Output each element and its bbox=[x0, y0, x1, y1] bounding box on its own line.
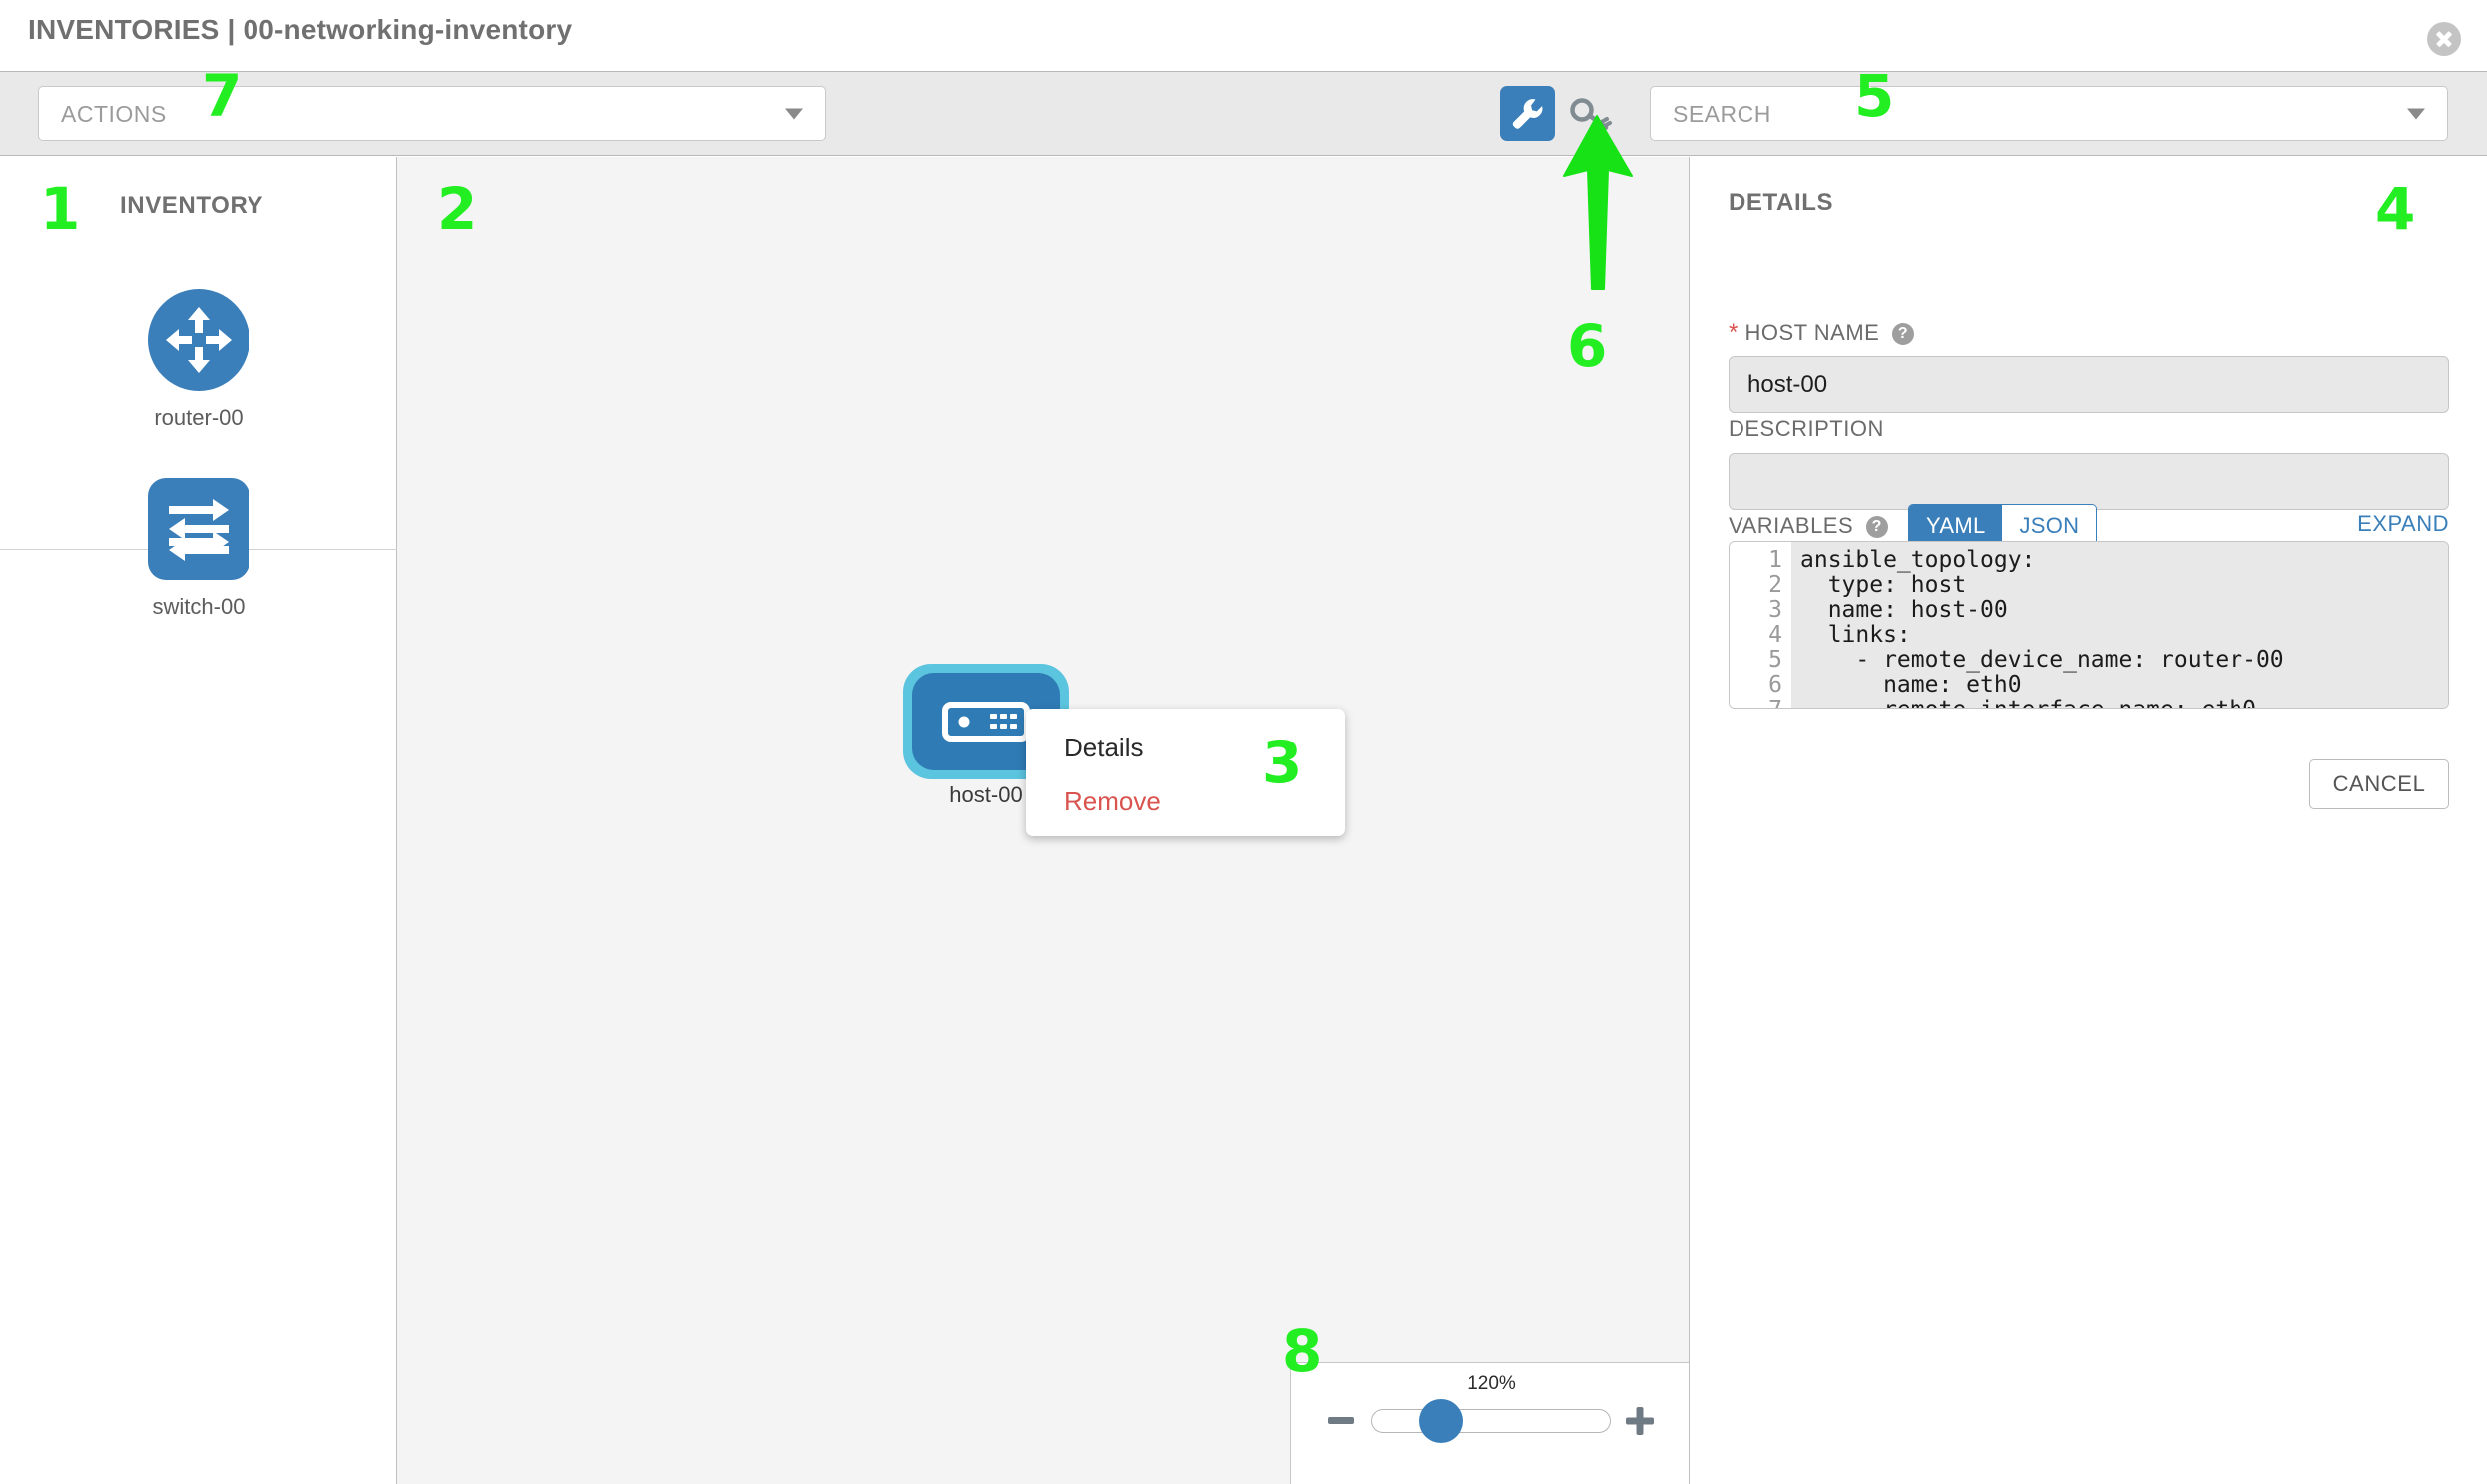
code-line: name: host-00 bbox=[1800, 597, 2008, 623]
inventory-item-switch[interactable]: switch-00 bbox=[0, 478, 397, 620]
cancel-button[interactable]: CANCEL bbox=[2309, 759, 2449, 809]
actions-dropdown[interactable]: ACTIONS bbox=[38, 86, 826, 141]
toolbar: ACTIONS SEARCH bbox=[0, 71, 2487, 156]
search-placeholder: SEARCH bbox=[1673, 101, 1771, 127]
variables-format-toggle: YAML JSON bbox=[1908, 504, 2098, 547]
required-asterisk: * bbox=[1729, 319, 1739, 346]
inventory-item-label: router-00 bbox=[154, 405, 244, 430]
host-name-field[interactable] bbox=[1729, 356, 2449, 413]
title-bar: INVENTORIES | 00-networking-inventory bbox=[0, 0, 2487, 71]
description-label: DESCRIPTION bbox=[1729, 416, 1884, 441]
question-mark-icon[interactable]: ? bbox=[1891, 323, 1914, 345]
close-icon[interactable] bbox=[2427, 22, 2461, 56]
variables-label-text: VARIABLES bbox=[1729, 513, 1854, 538]
chevron-down-icon bbox=[2407, 108, 2425, 119]
variables-label: VARIABLES ? bbox=[1729, 513, 1888, 539]
wrench-icon[interactable] bbox=[1500, 86, 1555, 141]
code-line: remote_interface_name: eth0 bbox=[1800, 698, 2448, 709]
context-menu-item-details[interactable]: Details bbox=[1064, 733, 1144, 762]
host-name-label: * HOST NAME ? bbox=[1729, 319, 1914, 347]
code-line: name: eth0 bbox=[1800, 672, 2022, 698]
inventory-panel: INVENTORY router-00 bbox=[0, 157, 397, 1484]
inventory-header: INVENTORY bbox=[120, 192, 264, 219]
code-content[interactable]: ansible_topology: type: host name: host-… bbox=[1791, 542, 2448, 708]
format-toggle-yaml[interactable]: YAML bbox=[1909, 505, 2003, 546]
line-number: 7 bbox=[1730, 698, 1791, 709]
format-toggle-json[interactable]: JSON bbox=[2002, 505, 2097, 546]
line-number: 3 bbox=[1768, 597, 1782, 623]
zoom-slider-thumb[interactable] bbox=[1419, 1399, 1463, 1443]
line-number: 4 bbox=[1768, 622, 1782, 648]
line-number: 1 bbox=[1768, 547, 1782, 573]
inventory-item-router[interactable]: router-00 bbox=[0, 289, 397, 431]
code-gutter: 1 2 3 4 5 6 7 bbox=[1730, 542, 1791, 708]
line-number: 2 bbox=[1768, 572, 1782, 598]
code-line: links: bbox=[1800, 622, 1911, 648]
code-line: type: host bbox=[1800, 572, 1967, 598]
details-title: DETAILS bbox=[1729, 189, 1834, 216]
variables-code-editor[interactable]: 1 2 3 4 5 6 7 ansible_topology: type: ho… bbox=[1729, 541, 2449, 709]
description-field[interactable] bbox=[1729, 453, 2449, 510]
inventory-item-label: switch-00 bbox=[152, 594, 246, 619]
search-input[interactable]: SEARCH bbox=[1650, 86, 2448, 141]
node-context-menu: Details Remove bbox=[1026, 709, 1345, 836]
actions-dropdown-label: ACTIONS bbox=[61, 101, 167, 127]
topology-canvas[interactable]: host-00 Details Remove 120% bbox=[397, 157, 1690, 1484]
details-panel: DETAILS * HOST NAME ? DESCRIPTION VARIAB… bbox=[1691, 157, 2487, 1484]
line-number: 6 bbox=[1768, 672, 1782, 698]
chevron-down-icon bbox=[785, 108, 803, 119]
context-menu-item-remove[interactable]: Remove bbox=[1064, 786, 1161, 816]
zoom-slider-track[interactable] bbox=[1371, 1409, 1611, 1433]
question-mark-icon[interactable]: ? bbox=[1865, 516, 1888, 538]
zoom-level-value: 120% bbox=[1467, 1373, 1516, 1394]
zoom-control-panel: 120% bbox=[1290, 1362, 1689, 1484]
host-name-label-text: HOST NAME bbox=[1744, 320, 1880, 345]
router-icon bbox=[148, 289, 249, 391]
key-icon[interactable] bbox=[1569, 94, 1613, 134]
zoom-out-button[interactable] bbox=[1328, 1417, 1354, 1424]
expand-link[interactable]: EXPAND bbox=[2357, 511, 2449, 536]
switch-icon bbox=[148, 478, 249, 580]
page-title: INVENTORIES | 00-networking-inventory bbox=[28, 14, 573, 45]
code-line: ansible_topology: bbox=[1800, 547, 2036, 573]
zoom-in-button[interactable] bbox=[1626, 1407, 1654, 1435]
line-number: 5 bbox=[1768, 647, 1782, 673]
code-line: - remote_device_name: router-00 bbox=[1800, 647, 2284, 673]
